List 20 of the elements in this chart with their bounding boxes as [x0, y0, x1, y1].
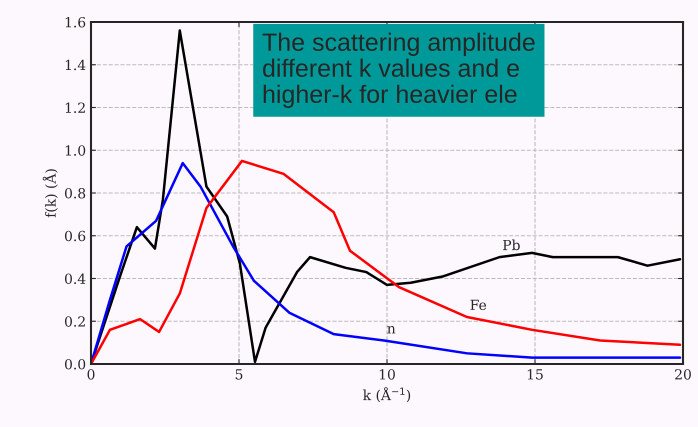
y-tick-label: 0.8: [64, 188, 86, 198]
y-tick-label: 0.6: [64, 230, 86, 242]
y-tick-label: 1.2: [66, 102, 85, 113]
series-label: Pb: [503, 240, 520, 250]
y-tick-label: 0.4: [64, 273, 86, 284]
x-tick-label: 10: [380, 369, 395, 380]
series-label: Fe: [470, 300, 486, 310]
x-axis-title: k (Å$^{−1}$): [363, 387, 410, 402]
y-tick-label: 0.2: [64, 316, 85, 327]
y-tick-label: 1.4: [66, 60, 86, 70]
y-axis-title: f(k) (Å): [42, 169, 58, 218]
y-tick-label: 0.0: [64, 358, 86, 370]
series-label: n: [387, 326, 396, 334]
annotation: The scattering amplitude different k values and e higher-k for heavier ele: [262, 32, 535, 108]
x-tick-label: 0: [87, 369, 94, 380]
x-tick-label: 5: [236, 369, 242, 380]
y-tick-label: 1.6: [66, 16, 86, 28]
x-tick-label: 15: [528, 369, 543, 380]
x-tick-label: 20: [675, 369, 691, 380]
y-tick-label: 1.0: [66, 145, 86, 156]
